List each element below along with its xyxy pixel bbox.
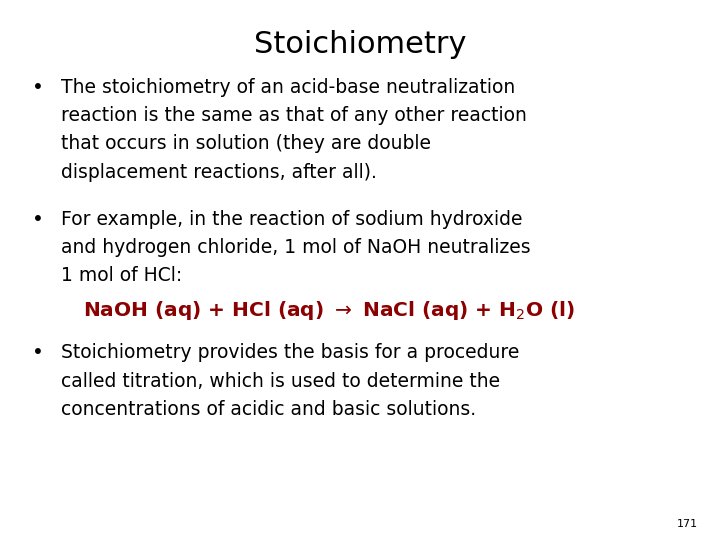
Text: called titration, which is used to determine the: called titration, which is used to deter… [61,372,500,390]
Text: For example, in the reaction of sodium hydroxide: For example, in the reaction of sodium h… [61,210,523,228]
Text: reaction is the same as that of any other reaction: reaction is the same as that of any othe… [61,106,527,125]
Text: and hydrogen chloride, 1 mol of NaOH neutralizes: and hydrogen chloride, 1 mol of NaOH neu… [61,238,531,256]
Text: Stoichiometry provides the basis for a procedure: Stoichiometry provides the basis for a p… [61,343,520,362]
Text: concentrations of acidic and basic solutions.: concentrations of acidic and basic solut… [61,400,477,419]
Text: 1 mol of HCl:: 1 mol of HCl: [61,266,182,285]
Text: that occurs in solution (they are double: that occurs in solution (they are double [61,134,431,153]
Text: Stoichiometry: Stoichiometry [253,30,467,59]
Text: 171: 171 [678,519,698,529]
Text: displacement reactions, after all).: displacement reactions, after all). [61,163,377,181]
Text: The stoichiometry of an acid-base neutralization: The stoichiometry of an acid-base neutra… [61,78,516,97]
Text: •: • [32,78,44,97]
Text: NaOH (aq) + HCl (aq) $\rightarrow$ NaCl (aq) + H$_2$O (l): NaOH (aq) + HCl (aq) $\rightarrow$ NaCl … [83,299,575,322]
Text: •: • [32,210,44,228]
Text: •: • [32,343,44,362]
